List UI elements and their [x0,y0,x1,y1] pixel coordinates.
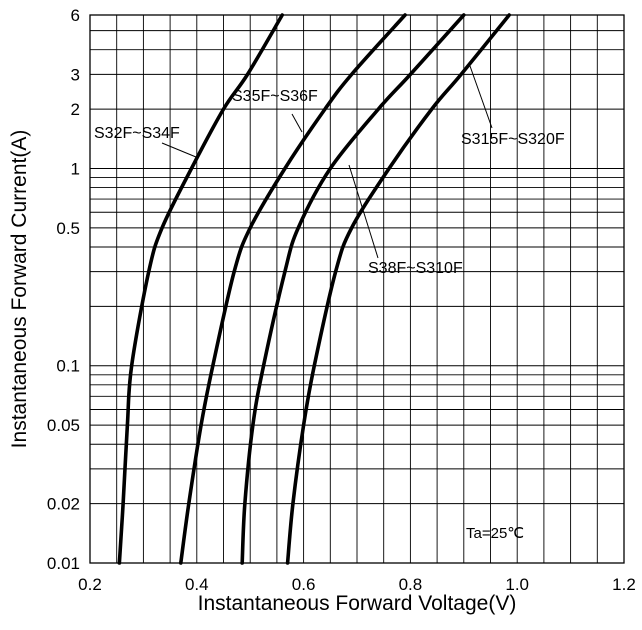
y-tick-label: 0.1 [56,357,80,376]
series-line-1 [117,13,285,565]
series-line-3 [240,13,466,565]
x-tick-label: 1.0 [505,575,529,594]
x-axis-label: Instantaneous Forward Voltage(V) [198,592,517,615]
y-axis-ticks: 0.01 0.02 0.05 0.1 0.5 1 2 3 6 [47,6,80,573]
annotation-s315f: S315F~S320F [461,65,565,148]
series-layer [117,13,511,565]
y-tick-label: 0.5 [56,219,80,238]
x-axis-ticks: 0.2 0.4 0.6 0.8 1.0 1.2 [78,575,636,594]
series-label-s35f: S35F~S36F [232,88,318,105]
x-tick-label: 1.2 [612,575,636,594]
annotation-s38f: S38F~S310F [348,164,463,277]
y-tick-label: 3 [71,65,80,84]
y-axis-label: Instantaneous Forward Current(A) [8,130,31,449]
x-tick-label: 0.6 [292,575,316,594]
series-line-4 [285,13,511,565]
y-tick-label: 6 [71,6,80,25]
series-label-s315f: S315F~S320F [461,131,565,148]
x-tick-label: 0.4 [185,575,209,594]
condition-note: Ta=25℃ [466,525,524,542]
series-line-2 [178,13,407,565]
y-tick-label: 0.02 [47,495,80,514]
x-tick-label: 0.2 [78,575,102,594]
annotation-s32f: S32F~S34F [94,125,197,158]
grid [90,14,624,564]
series-label-s38f: S38F~S310F [368,260,463,277]
y-tick-label: 0.01 [47,554,80,573]
plot-frame [89,14,625,564]
x-tick-label: 0.8 [399,575,423,594]
y-tick-label: 2 [71,100,80,119]
y-tick-label: 1 [71,159,80,178]
annotation-s35f: S35F~S36F [232,88,318,133]
y-tick-label: 0.05 [47,416,80,435]
series-label-s32f: S32F~S34F [94,125,180,142]
